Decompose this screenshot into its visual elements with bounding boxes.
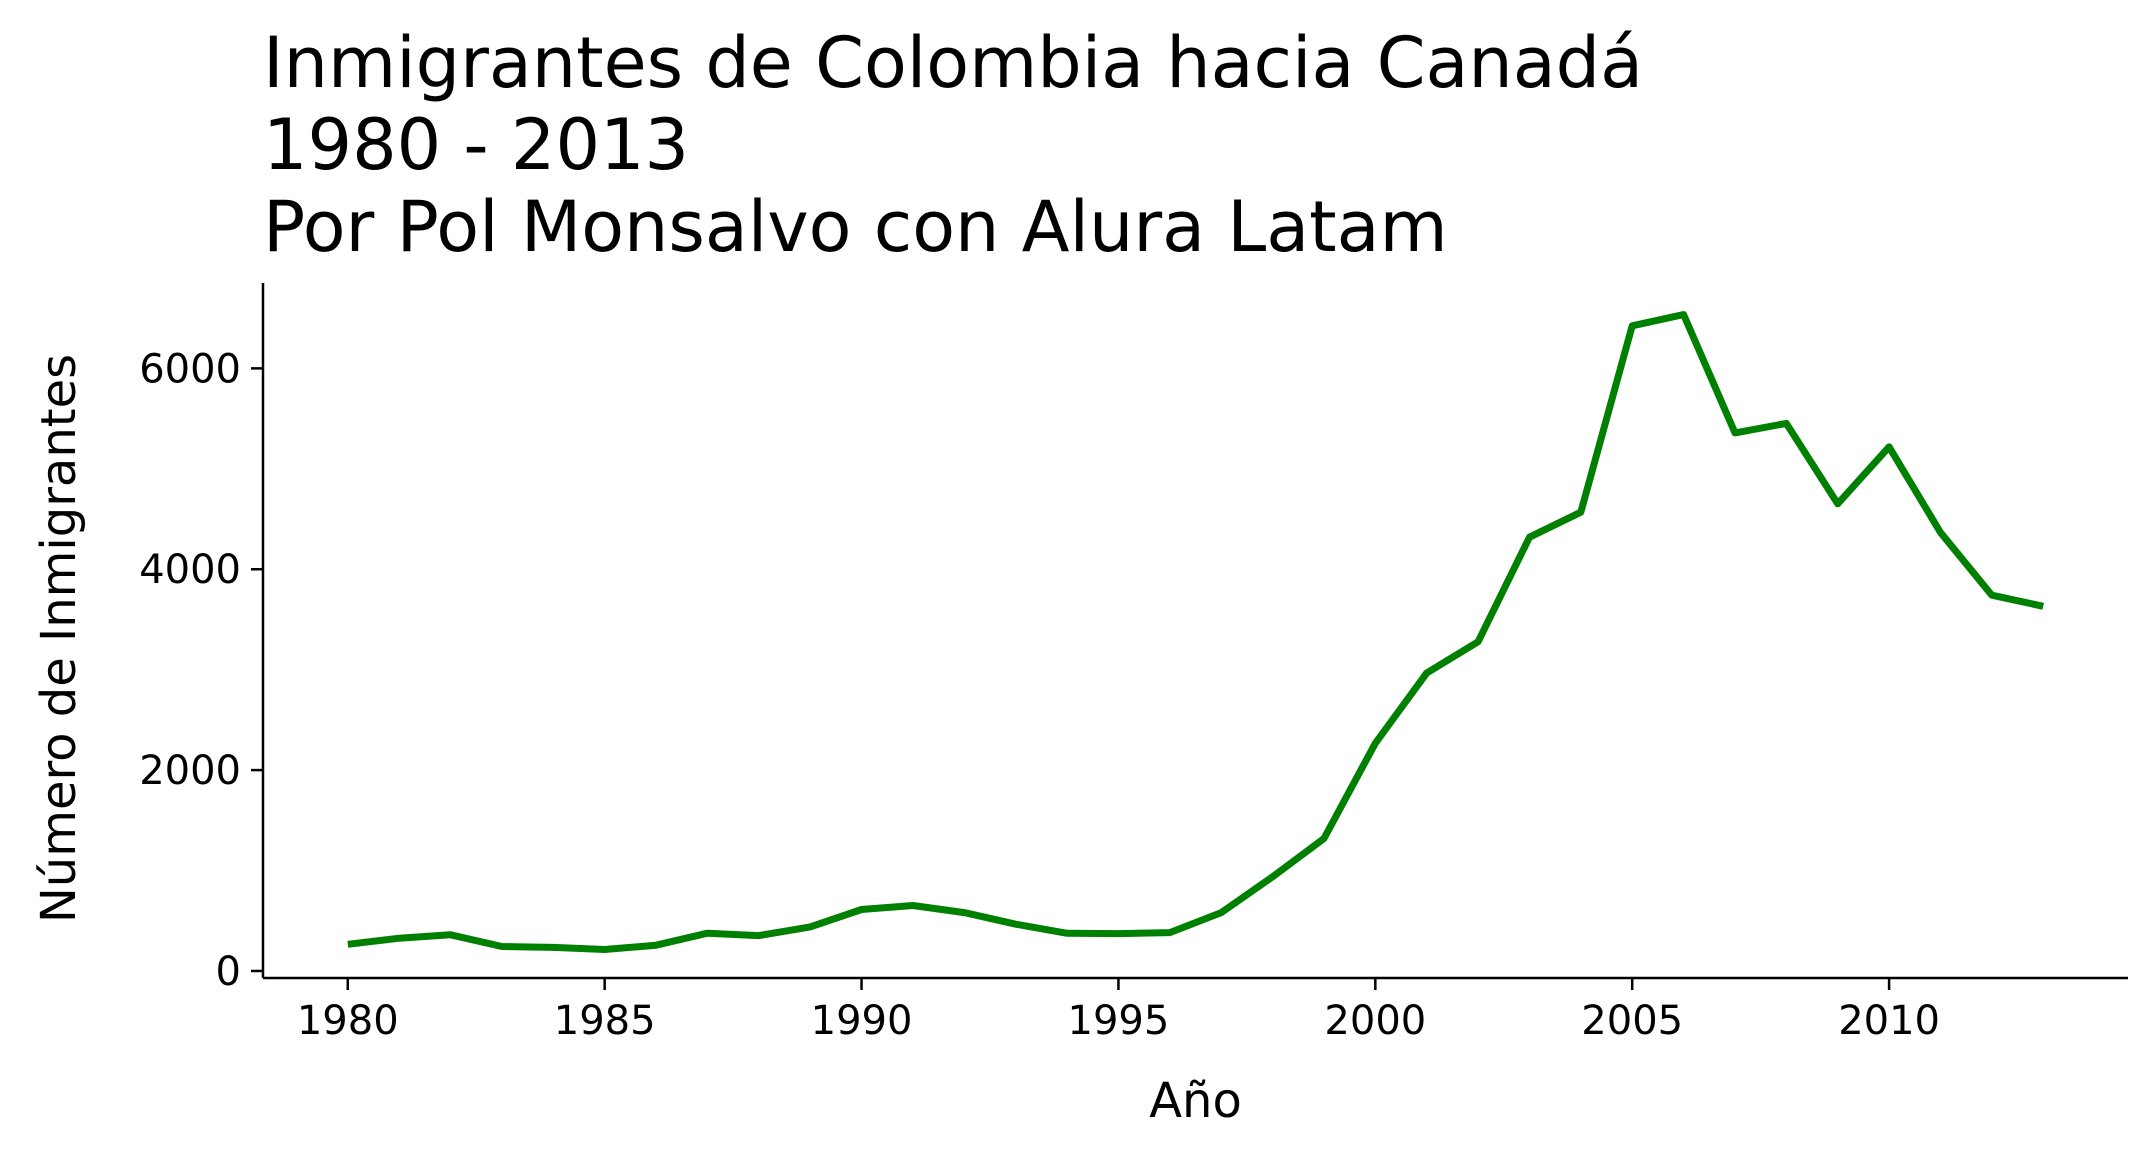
- y-tick-label: 0: [216, 949, 241, 995]
- x-tick-label: 2005: [1581, 998, 1683, 1044]
- x-tick-label: 1980: [297, 998, 399, 1044]
- y-tick-label: 2000: [139, 748, 241, 794]
- x-tick-label: 1995: [1068, 998, 1170, 1044]
- y-tick-label: 4000: [139, 547, 241, 593]
- x-axis-ticks: 1980 1985 1990 1995 2000 2005 2010: [297, 978, 1940, 1044]
- y-axis-ticks: 0 2000 4000 6000: [139, 346, 263, 995]
- x-tick-label: 2010: [1838, 998, 1940, 1044]
- x-tick-label: 1990: [811, 998, 913, 1044]
- x-tick-label: 2000: [1324, 998, 1426, 1044]
- series-line: [347, 311, 2044, 953]
- y-tick-label: 6000: [139, 346, 241, 392]
- series-layer: [347, 311, 2044, 953]
- y-axis-title: Número de Inmigrantes: [31, 354, 87, 923]
- chart-title: Inmigrantes de Colombia hacia Canadá 198…: [263, 22, 1644, 268]
- x-axis-title: Año: [1149, 1073, 1242, 1129]
- x-tick-label: 1985: [554, 998, 656, 1044]
- axes: [261, 283, 2128, 980]
